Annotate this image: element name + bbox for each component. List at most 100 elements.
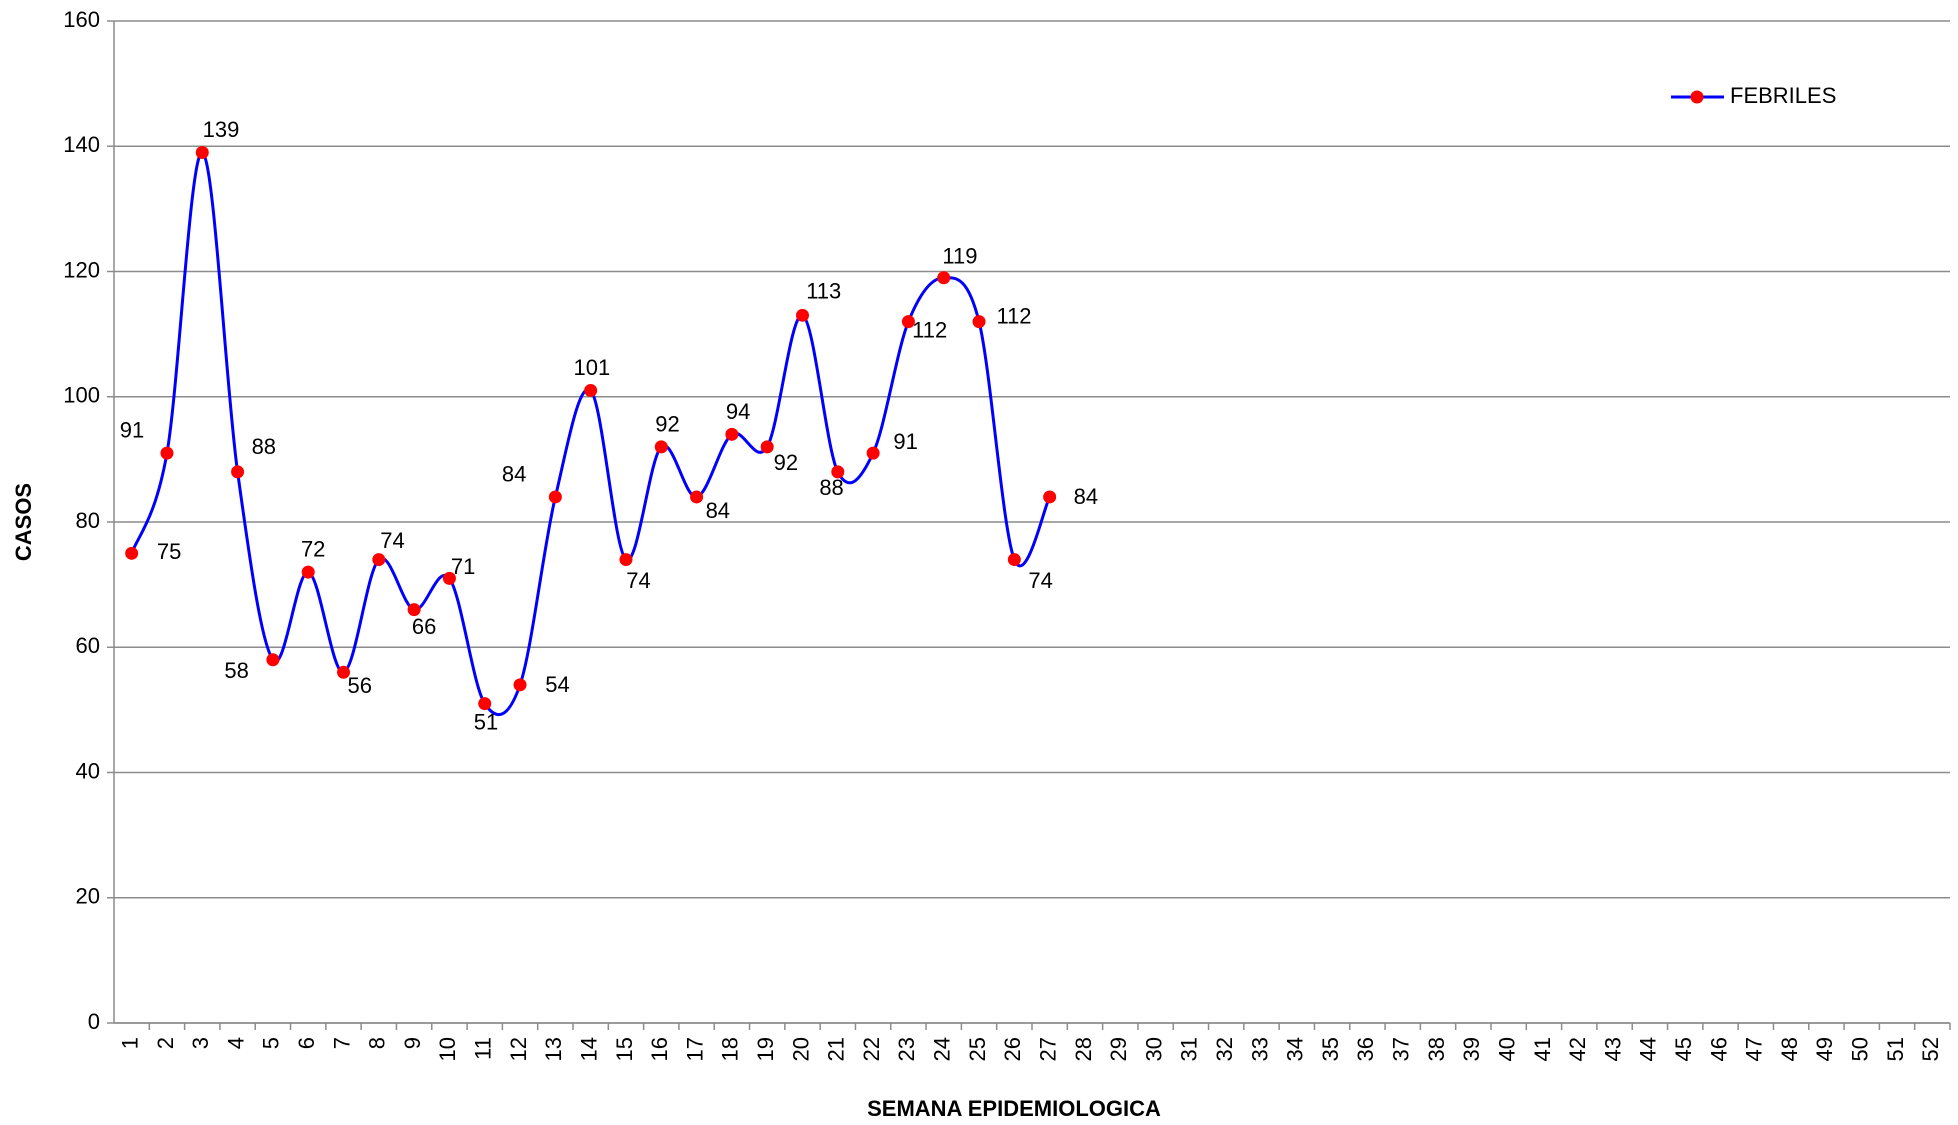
x-tick-label: 3 xyxy=(188,1037,213,1049)
x-tick-label: 11 xyxy=(471,1037,496,1060)
data-label: 92 xyxy=(774,450,798,475)
x-tick-label: 18 xyxy=(718,1037,743,1061)
x-tick-label: 39 xyxy=(1459,1037,1484,1061)
x-axis-title: SEMANA EPIDEMIOLOGICA xyxy=(867,1096,1161,1121)
x-tick-label: 38 xyxy=(1424,1037,1449,1061)
x-tick-label: 50 xyxy=(1848,1037,1873,1061)
data-point xyxy=(972,315,986,329)
x-tick-label: 25 xyxy=(965,1037,990,1061)
x-tick-label: 49 xyxy=(1812,1037,1837,1061)
y-tick-label: 100 xyxy=(63,383,100,408)
x-tick-label: 10 xyxy=(435,1037,460,1061)
x-tick-label: 40 xyxy=(1494,1037,1519,1061)
data-label: 94 xyxy=(726,399,750,424)
x-tick-label: 17 xyxy=(682,1037,707,1061)
data-point xyxy=(690,490,704,504)
data-point xyxy=(301,565,315,579)
x-tick-label: 34 xyxy=(1283,1037,1308,1061)
x-tick-label: 47 xyxy=(1742,1037,1767,1061)
x-tick-label: 20 xyxy=(788,1037,813,1061)
data-point xyxy=(901,315,915,329)
x-tick-label: 4 xyxy=(223,1037,248,1049)
x-tick-label: 30 xyxy=(1141,1037,1166,1061)
data-label: 112 xyxy=(912,317,947,342)
y-tick-label: 20 xyxy=(76,884,100,909)
x-tick-label: 16 xyxy=(647,1037,672,1061)
data-point xyxy=(231,465,245,479)
x-tick-label: 19 xyxy=(753,1037,778,1061)
data-label: 71 xyxy=(451,554,475,579)
y-tick-label: 40 xyxy=(76,758,100,783)
data-label: 84 xyxy=(502,462,526,487)
x-tick-label: 33 xyxy=(1247,1037,1272,1061)
x-tick-label: 22 xyxy=(859,1037,884,1061)
data-point xyxy=(654,440,668,454)
x-tick-label: 48 xyxy=(1777,1037,1802,1061)
data-point xyxy=(796,308,809,322)
x-tick-label: 27 xyxy=(1035,1037,1060,1061)
x-tick-label: 32 xyxy=(1212,1037,1237,1061)
x-tick-label: 1 xyxy=(117,1037,142,1049)
data-point xyxy=(866,446,880,460)
x-tick-label: 15 xyxy=(612,1037,637,1061)
x-tick-label: 9 xyxy=(400,1037,425,1049)
data-label: 88 xyxy=(819,475,843,500)
data-label: 84 xyxy=(1074,484,1098,509)
x-tick-label: 14 xyxy=(576,1037,601,1061)
data-label: 119 xyxy=(942,244,977,269)
data-label: 74 xyxy=(380,528,404,553)
y-tick-label: 140 xyxy=(63,132,100,157)
data-point xyxy=(548,490,562,504)
x-tick-label: 8 xyxy=(365,1037,390,1049)
data-label: 54 xyxy=(545,672,569,697)
data-point xyxy=(125,546,139,560)
data-label: 91 xyxy=(120,418,144,443)
series-line xyxy=(130,151,1052,716)
x-tick-label: 5 xyxy=(259,1037,284,1049)
data-point xyxy=(1043,490,1057,504)
y-tick-label: 80 xyxy=(76,508,100,533)
x-tick-label: 37 xyxy=(1389,1037,1414,1061)
data-point xyxy=(937,271,951,285)
y-tick-label: 0 xyxy=(88,1009,100,1034)
x-tick-label: 35 xyxy=(1318,1037,1343,1061)
data-point xyxy=(266,653,280,667)
x-tick-label: 52 xyxy=(1918,1037,1943,1061)
x-tick-label: 46 xyxy=(1706,1037,1731,1061)
data-point xyxy=(619,553,633,567)
x-tick-label: 31 xyxy=(1177,1037,1202,1061)
legend-label: FEBRILES xyxy=(1730,83,1836,108)
x-tick-label: 23 xyxy=(894,1037,919,1061)
data-point xyxy=(160,446,174,460)
x-tick-label: 41 xyxy=(1530,1037,1555,1061)
data-label: 84 xyxy=(706,498,730,523)
x-tick-label: 43 xyxy=(1600,1037,1625,1061)
x-tick-label: 42 xyxy=(1565,1037,1590,1061)
x-tick-label: 12 xyxy=(506,1037,531,1061)
y-tick-label: 160 xyxy=(63,7,100,32)
x-tick-label: 26 xyxy=(1000,1037,1025,1061)
y-tick-label: 60 xyxy=(76,633,100,658)
data-label: 101 xyxy=(574,355,611,380)
data-point xyxy=(372,553,386,567)
data-label: 88 xyxy=(252,434,276,459)
x-tick-label: 44 xyxy=(1636,1037,1661,1061)
y-axis-title: CASOS xyxy=(11,483,36,561)
data-label: 56 xyxy=(347,673,371,698)
data-label: 75 xyxy=(157,539,181,564)
x-tick-label: 51 xyxy=(1883,1037,1908,1061)
data-label: 113 xyxy=(806,279,841,304)
data-label: 74 xyxy=(1028,568,1052,593)
data-label: 51 xyxy=(474,709,498,734)
data-label: 92 xyxy=(655,411,679,436)
data-label: 58 xyxy=(224,658,248,683)
data-point xyxy=(584,383,598,397)
x-tick-label: 2 xyxy=(153,1037,178,1049)
data-label: 91 xyxy=(893,429,917,454)
x-tick-label: 7 xyxy=(329,1037,354,1049)
data-point xyxy=(725,427,739,441)
data-label: 74 xyxy=(626,568,650,593)
x-tick-label: 28 xyxy=(1071,1037,1096,1061)
data-point xyxy=(407,603,421,617)
